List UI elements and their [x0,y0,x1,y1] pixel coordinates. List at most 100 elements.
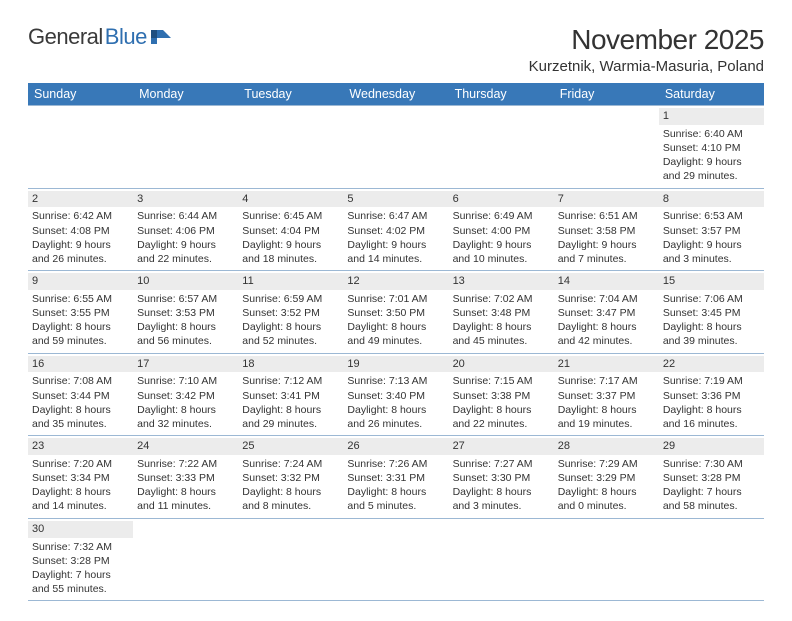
calendar-cell: 1Sunrise: 6:40 AMSunset: 4:10 PMDaylight… [659,106,764,189]
day-detail: and 14 minutes. [347,252,444,266]
day-number: 15 [659,273,764,290]
day-detail: Sunrise: 7:20 AM [32,457,129,471]
day-detail: Daylight: 8 hours [558,320,655,334]
day-detail: Sunset: 3:57 PM [663,224,760,238]
day-detail: Sunset: 3:48 PM [453,306,550,320]
day-detail: Sunrise: 7:26 AM [347,457,444,471]
day-detail: and 26 minutes. [347,417,444,431]
day-detail: Daylight: 8 hours [453,320,550,334]
calendar-cell: 7Sunrise: 6:51 AMSunset: 3:58 PMDaylight… [554,188,659,271]
day-detail: and 10 minutes. [453,252,550,266]
day-detail: Sunrise: 6:45 AM [242,209,339,223]
day-number: 2 [28,191,133,208]
day-detail: and 22 minutes. [453,417,550,431]
calendar-row: 30 Sunrise: 7:32 AMSunset: 3:28 PMDayligh… [28,518,764,601]
calendar-cell: 6Sunrise: 6:49 AMSunset: 4:00 PMDaylight… [449,188,554,271]
day-detail: and 14 minutes. [32,499,129,513]
day-detail: Sunset: 4:02 PM [347,224,444,238]
day-detail: Sunset: 3:58 PM [558,224,655,238]
day-number: 4 [238,191,343,208]
weekday-header: Saturday [659,83,764,106]
day-detail: Sunrise: 7:04 AM [558,292,655,306]
day-number: 24 [133,438,238,455]
day-detail: Sunrise: 6:44 AM [137,209,234,223]
calendar-body: 1Sunrise: 6:40 AMSunset: 4:10 PMDaylight… [28,106,764,601]
day-detail: Daylight: 8 hours [242,403,339,417]
day-detail: and 7 minutes. [558,252,655,266]
day-detail: Sunset: 3:30 PM [453,471,550,485]
day-detail: and 29 minutes. [663,169,760,183]
calendar-cell: 25Sunrise: 7:24 AMSunset: 3:32 PMDayligh… [238,436,343,519]
day-detail: Sunset: 3:38 PM [453,389,550,403]
day-detail: Sunset: 3:44 PM [32,389,129,403]
day-detail: Sunrise: 6:47 AM [347,209,444,223]
day-detail: Daylight: 8 hours [242,485,339,499]
day-detail: and 39 minutes. [663,334,760,348]
day-number: 17 [133,356,238,373]
day-detail: Daylight: 9 hours [453,238,550,252]
day-detail: Daylight: 8 hours [137,485,234,499]
day-detail: and 0 minutes. [558,499,655,513]
day-detail: and 19 minutes. [558,417,655,431]
day-detail: Sunset: 3:52 PM [242,306,339,320]
calendar-cell [343,106,448,189]
calendar-row: 16Sunrise: 7:08 AMSunset: 3:44 PMDayligh… [28,353,764,436]
calendar-row: 23Sunrise: 7:20 AMSunset: 3:34 PMDayligh… [28,436,764,519]
calendar-cell: 24Sunrise: 7:22 AMSunset: 3:33 PMDayligh… [133,436,238,519]
day-detail: and 49 minutes. [347,334,444,348]
day-detail: Daylight: 7 hours [32,568,129,582]
day-detail: Sunrise: 6:42 AM [32,209,129,223]
day-detail: Sunrise: 6:40 AM [663,127,760,141]
day-detail: Sunrise: 6:59 AM [242,292,339,306]
day-detail: Daylight: 8 hours [558,485,655,499]
day-detail: Sunrise: 7:32 AM [32,540,129,554]
day-detail: and 5 minutes. [347,499,444,513]
calendar-cell [133,518,238,601]
calendar-cell [659,518,764,601]
day-detail: Daylight: 8 hours [137,320,234,334]
day-detail: Daylight: 9 hours [137,238,234,252]
day-detail: Sunrise: 7:24 AM [242,457,339,471]
location: Kurzetnik, Warmia-Masuria, Poland [529,58,764,75]
day-detail: Sunrise: 7:12 AM [242,374,339,388]
day-detail: Sunrise: 7:19 AM [663,374,760,388]
day-number: 30 [28,521,133,538]
day-detail: and 52 minutes. [242,334,339,348]
day-number: 7 [554,191,659,208]
calendar-cell: 27Sunrise: 7:27 AMSunset: 3:30 PMDayligh… [449,436,554,519]
calendar-cell: 2Sunrise: 6:42 AMSunset: 4:08 PMDaylight… [28,188,133,271]
day-number: 26 [343,438,448,455]
day-detail: and 22 minutes. [137,252,234,266]
day-number: 12 [343,273,448,290]
day-detail: Sunrise: 7:01 AM [347,292,444,306]
logo-flag-icon [151,28,173,46]
day-detail: Sunset: 3:53 PM [137,306,234,320]
day-detail: Sunset: 3:40 PM [347,389,444,403]
day-detail: Sunrise: 6:51 AM [558,209,655,223]
day-detail: and 18 minutes. [242,252,339,266]
calendar-table: SundayMondayTuesdayWednesdayThursdayFrid… [28,83,764,601]
day-detail: Daylight: 9 hours [347,238,444,252]
day-detail: Sunrise: 7:30 AM [663,457,760,471]
day-detail: Daylight: 9 hours [32,238,129,252]
day-detail: Daylight: 9 hours [663,238,760,252]
calendar-cell: 20Sunrise: 7:15 AMSunset: 3:38 PMDayligh… [449,353,554,436]
day-number: 28 [554,438,659,455]
calendar-cell: 14Sunrise: 7:04 AMSunset: 3:47 PMDayligh… [554,271,659,354]
day-detail: and 55 minutes. [32,582,129,596]
day-detail: Daylight: 8 hours [347,485,444,499]
day-detail: Sunset: 3:29 PM [558,471,655,485]
day-detail: Sunset: 3:28 PM [32,554,129,568]
calendar-cell: 4Sunrise: 6:45 AMSunset: 4:04 PMDaylight… [238,188,343,271]
day-number: 5 [343,191,448,208]
day-detail: Sunrise: 7:06 AM [663,292,760,306]
calendar-cell: 22Sunrise: 7:19 AMSunset: 3:36 PMDayligh… [659,353,764,436]
weekday-header: Thursday [449,83,554,106]
day-detail: Sunrise: 6:53 AM [663,209,760,223]
calendar-cell: 9Sunrise: 6:55 AMSunset: 3:55 PMDaylight… [28,271,133,354]
day-detail: Sunrise: 7:27 AM [453,457,550,471]
day-detail: and 35 minutes. [32,417,129,431]
day-detail: Sunset: 3:50 PM [347,306,444,320]
weekday-header: Sunday [28,83,133,106]
calendar-head: SundayMondayTuesdayWednesdayThursdayFrid… [28,83,764,106]
